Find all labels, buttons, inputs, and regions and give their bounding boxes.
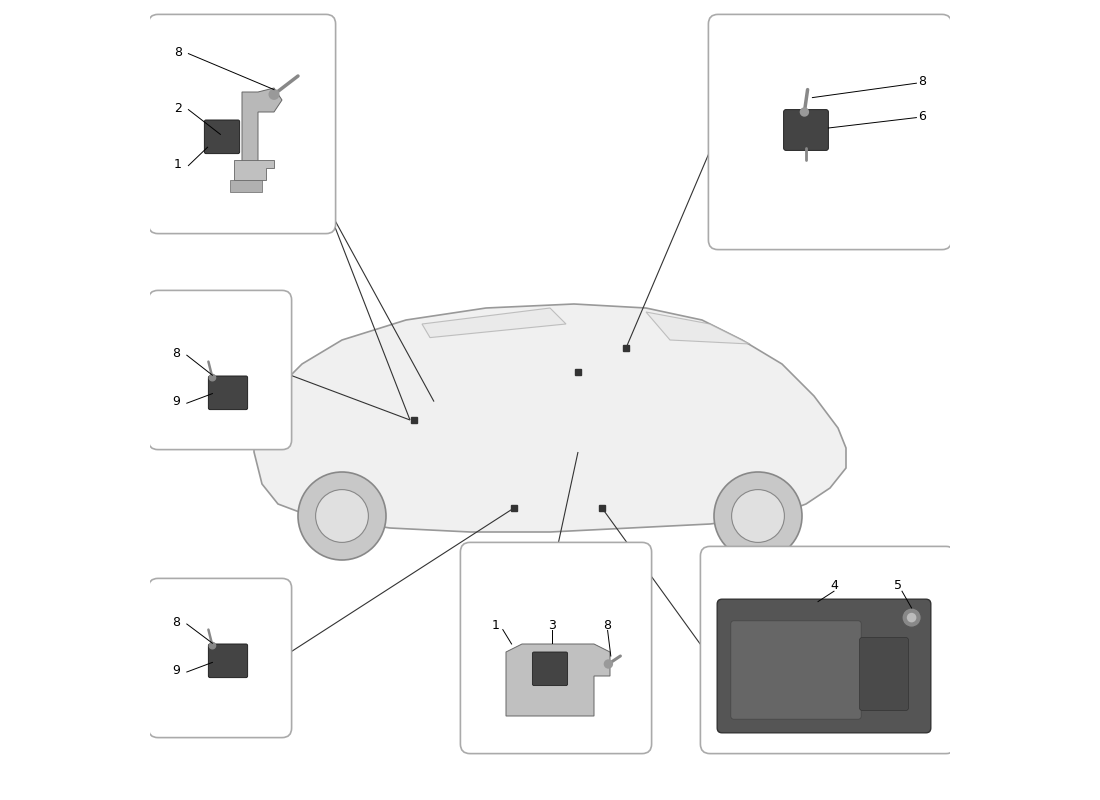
Polygon shape bbox=[422, 308, 566, 338]
Text: 2: 2 bbox=[174, 102, 182, 114]
Polygon shape bbox=[230, 180, 262, 192]
Text: 5: 5 bbox=[894, 579, 902, 592]
Circle shape bbox=[714, 472, 802, 560]
Text: 8: 8 bbox=[173, 347, 180, 360]
FancyBboxPatch shape bbox=[532, 652, 568, 686]
FancyBboxPatch shape bbox=[148, 14, 336, 234]
Circle shape bbox=[298, 472, 386, 560]
Circle shape bbox=[209, 642, 216, 649]
Text: 8: 8 bbox=[173, 616, 180, 629]
Polygon shape bbox=[646, 312, 750, 344]
FancyBboxPatch shape bbox=[148, 578, 292, 738]
Polygon shape bbox=[242, 88, 282, 180]
Text: a passion for parts since 1985: a passion for parts since 1985 bbox=[414, 491, 686, 509]
FancyBboxPatch shape bbox=[148, 290, 292, 450]
Circle shape bbox=[906, 613, 916, 622]
FancyBboxPatch shape bbox=[208, 644, 248, 678]
Text: 8: 8 bbox=[174, 46, 182, 58]
Circle shape bbox=[316, 490, 369, 542]
Text: 1: 1 bbox=[492, 619, 499, 632]
Circle shape bbox=[732, 490, 784, 542]
Text: eurospares: eurospares bbox=[409, 414, 691, 458]
FancyBboxPatch shape bbox=[859, 638, 909, 710]
Text: 9: 9 bbox=[173, 664, 180, 677]
FancyBboxPatch shape bbox=[461, 542, 651, 754]
FancyBboxPatch shape bbox=[701, 546, 956, 754]
Text: 9: 9 bbox=[173, 395, 180, 408]
FancyBboxPatch shape bbox=[208, 376, 248, 410]
Circle shape bbox=[902, 608, 921, 627]
FancyBboxPatch shape bbox=[205, 120, 240, 154]
Text: 1: 1 bbox=[174, 158, 182, 170]
FancyBboxPatch shape bbox=[708, 14, 952, 250]
Circle shape bbox=[270, 90, 278, 99]
Polygon shape bbox=[234, 160, 274, 180]
Text: 3: 3 bbox=[548, 619, 556, 632]
Polygon shape bbox=[254, 304, 846, 532]
FancyBboxPatch shape bbox=[783, 110, 828, 150]
Text: 8: 8 bbox=[918, 75, 926, 88]
Circle shape bbox=[801, 108, 808, 116]
Polygon shape bbox=[506, 644, 610, 716]
Text: 8: 8 bbox=[604, 619, 612, 632]
Text: 4: 4 bbox=[830, 579, 838, 592]
Circle shape bbox=[604, 660, 613, 668]
FancyBboxPatch shape bbox=[730, 621, 861, 719]
FancyBboxPatch shape bbox=[717, 599, 931, 733]
Circle shape bbox=[209, 374, 216, 381]
Text: 6: 6 bbox=[918, 110, 926, 122]
